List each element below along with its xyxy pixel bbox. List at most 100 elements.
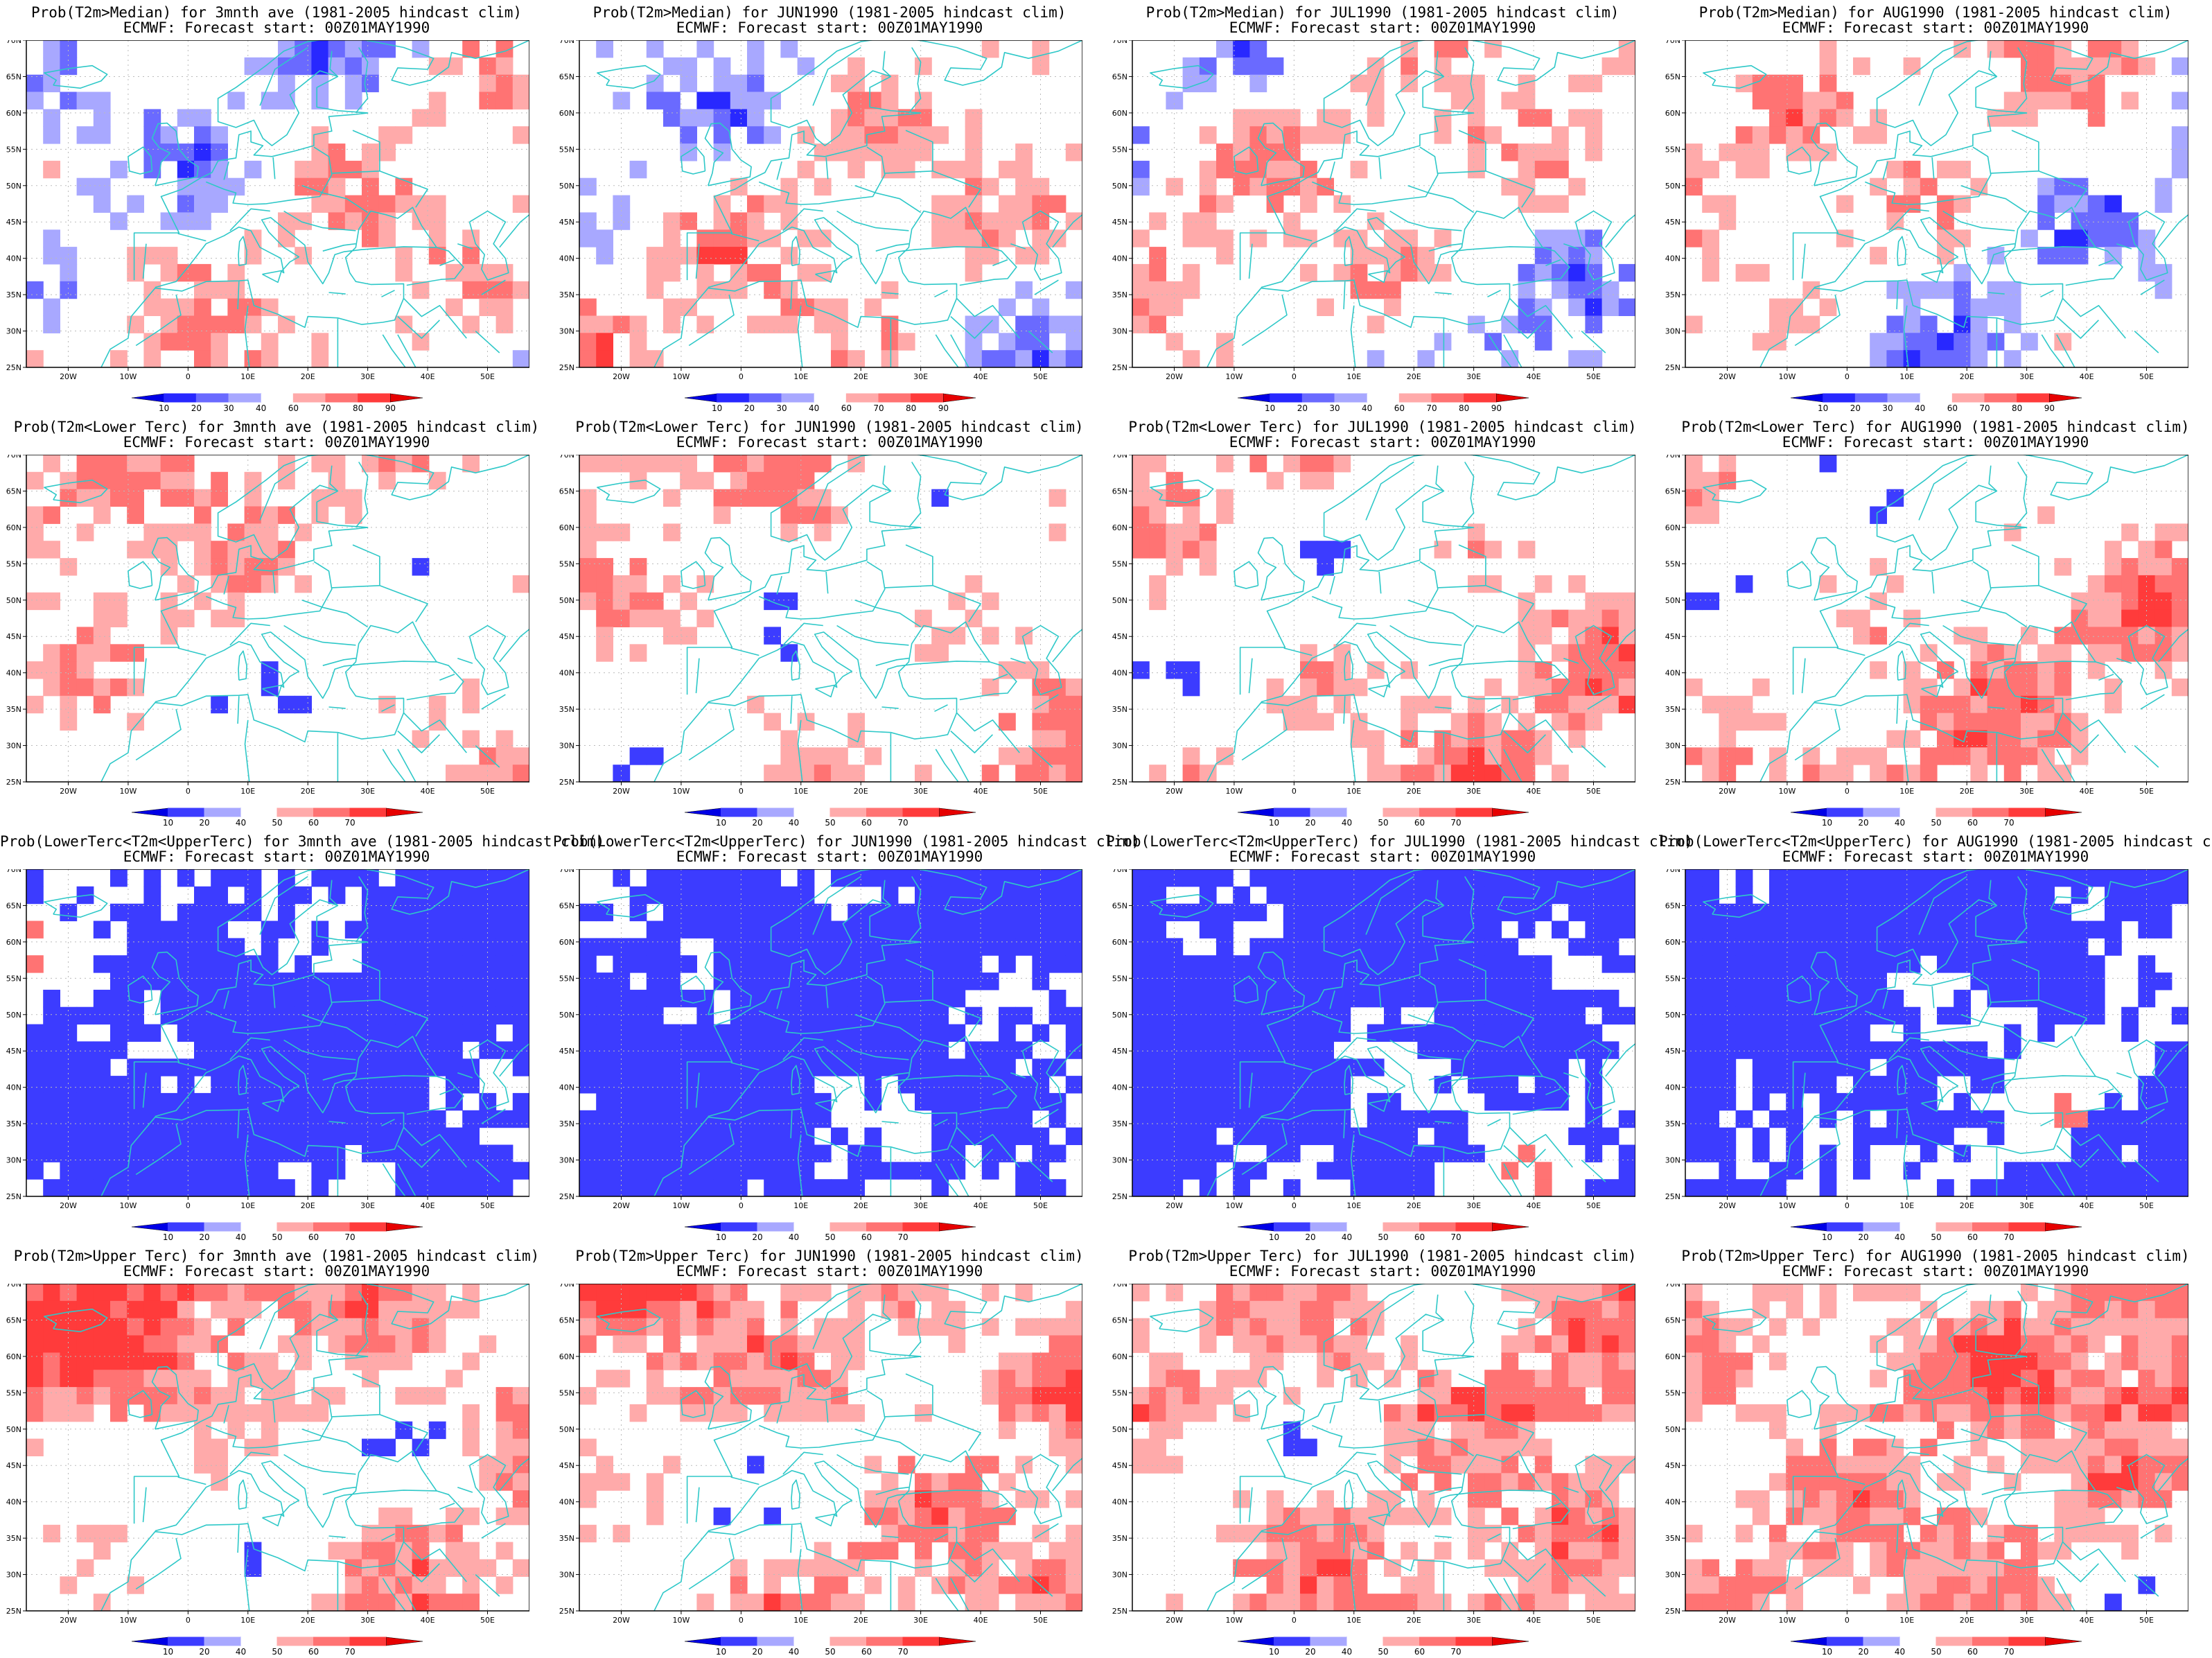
lat-tick-label: 60N [559, 1352, 574, 1361]
lat-tick-label: 35N [6, 705, 21, 714]
lon-tick-label: 30E [360, 787, 375, 796]
lon-tick-label: 10W [1225, 787, 1243, 796]
lon-tick-label: 30E [360, 372, 375, 381]
lon-tick-label: 20E [301, 1201, 315, 1210]
colorbar-segment [793, 1637, 830, 1646]
colorbar-segment [1920, 394, 1953, 402]
lat-tick-label: 65N [1112, 72, 1127, 81]
lat-tick-label: 55N [1112, 1388, 1127, 1397]
colorbar-segment [131, 1637, 168, 1646]
colorbar-segment [261, 394, 294, 402]
lon-tick-label: 10E [240, 1616, 255, 1625]
lon-tick-label: 20W [1166, 1616, 1183, 1625]
panel-subtitle: ECMWF: Forecast start: 00Z01MAY1990 [676, 848, 983, 865]
panel-subtitle: ECMWF: Forecast start: 00Z01MAY1990 [123, 434, 430, 451]
colorbar-label: 70 [320, 403, 331, 413]
lat-tick-label: 25N [1665, 778, 1680, 787]
lat-tick-label: 35N [6, 1119, 21, 1128]
map-panel: Prob(LowerTerc<T2m<UpperTerc) for 3mnth … [0, 829, 604, 1244]
colorbar-label: 40 [789, 1232, 799, 1242]
coastline [597, 1284, 1082, 1611]
lon-tick-label: 20E [301, 787, 315, 796]
colorbar: 10 20 40 50 60 70 [131, 808, 423, 828]
lon-tick-label: 10E [1346, 372, 1361, 381]
lat-tick-label: 65N [6, 487, 21, 496]
lat-tick-label: 60N [1112, 938, 1127, 947]
lat-tick-label: 70N [1665, 869, 1680, 874]
coastline [597, 455, 1082, 782]
lon-tick-label: 40E [974, 1201, 988, 1210]
map-panel: Prob(LowerTerc<T2m<UpperTerc) for AUG199… [1659, 829, 2212, 1244]
coastline [44, 455, 529, 782]
lon-tick-label: 50E [1033, 372, 1048, 381]
panel-title: Prob(T2m<Lower Terc) for 3mnth ave (1981… [13, 419, 540, 435]
colorbar-label: 20 [752, 1232, 762, 1242]
panel-subtitle: ECMWF: Forecast start: 00Z01MAY1990 [123, 19, 430, 36]
colorbar-segment [939, 808, 976, 817]
lat-tick-label: 25N [559, 363, 574, 372]
colorbar-label: 20 [1858, 1232, 1868, 1242]
lat-tick-label: 55N [1112, 559, 1127, 568]
lon-tick-label: 20E [301, 372, 315, 381]
colorbar-segment [240, 1637, 277, 1646]
lon-tick-label: 0 [739, 1616, 744, 1625]
lat-tick-label: 25N [6, 778, 21, 787]
lat-tick-label: 55N [1665, 145, 1680, 154]
lon-tick-label: 50E [1586, 787, 1601, 796]
colorbar-segment [2045, 808, 2082, 817]
colorbar-label: 80 [353, 403, 363, 413]
lat-tick-label: 25N [1665, 1192, 1680, 1201]
lat-tick-label: 40N [1112, 1083, 1127, 1092]
lat-tick-label: 50N [1112, 596, 1127, 605]
colorbar-segment [204, 808, 241, 817]
coastline [1150, 455, 1635, 782]
colorbar: 10 20 40 50 60 70 [684, 808, 976, 828]
lat-tick-label: 40N [1665, 1498, 1680, 1507]
colorbar-segment [2045, 1222, 2082, 1232]
lat-tick-label: 40N [559, 1498, 574, 1507]
colorbar-label: 50 [272, 818, 282, 828]
lon-tick-label: 40E [421, 787, 435, 796]
colorbar-label: 20 [1305, 1647, 1315, 1657]
lat-tick-label: 65N [1665, 72, 1680, 81]
lon-tick-label: 40E [2080, 1201, 2094, 1210]
panel-title: Prob(T2m>Upper Terc) for 3mnth ave (1981… [13, 1248, 540, 1264]
colorbar-segment [757, 1637, 794, 1646]
lon-tick-label: 10E [1899, 787, 1914, 796]
lat-tick-label: 30N [1665, 327, 1680, 336]
lon-tick-label: 10E [793, 372, 808, 381]
panel-title: Prob(LowerTerc<T2m<UpperTerc) for AUG199… [1659, 833, 2212, 850]
colorbar-label: 40 [1915, 403, 1925, 413]
colorbar-segment [1899, 808, 1936, 817]
colorbar-label: 50 [1931, 1232, 1941, 1242]
colorbar-label: 80 [906, 403, 916, 413]
colorbar-segment [878, 393, 912, 403]
colorbar-label: 60 [1967, 1232, 1978, 1242]
colorbar: 10 20 40 50 60 70 [684, 1637, 976, 1657]
colorbar-segment [1863, 1637, 1900, 1646]
lon-tick-label: 20W [613, 372, 630, 381]
lat-tick-label: 55N [6, 1388, 21, 1397]
coastline [597, 869, 1082, 1196]
colorbar-segment [1367, 394, 1400, 402]
lat-tick-label: 25N [559, 1192, 574, 1201]
lon-tick-label: 20E [1960, 787, 1974, 796]
colorbar-segment [1382, 1637, 1420, 1646]
colorbar-segment [1492, 1637, 1529, 1646]
colorbar-segment [911, 393, 944, 403]
lon-tick-label: 40E [421, 1201, 435, 1210]
lon-tick-label: 10W [119, 787, 137, 796]
lon-tick-label: 30E [913, 372, 928, 381]
map-panel: Prob(LowerTerc<T2m<UpperTerc) for JUN199… [553, 829, 1140, 1244]
lat-tick-label: 40N [559, 254, 574, 263]
lat-tick-label: 25N [1665, 1607, 1680, 1616]
colorbar-label: 70 [344, 1232, 355, 1242]
map-plot: 25N 30N 35N 40N 45N 50N 55N 60N 65N 70N 20W 10W 0 10E… [1665, 869, 2188, 1210]
lat-tick-label: 55N [559, 974, 574, 983]
colorbar-label: 10 [1818, 403, 1828, 413]
coastline [44, 1284, 529, 1611]
panel-title: Prob(T2m>Median) for JUN1990 (1981-2005 … [592, 4, 1066, 21]
lon-tick-label: 20E [301, 1616, 315, 1625]
colorbar-segment [1863, 808, 1900, 817]
lat-tick-label: 65N [559, 487, 574, 496]
